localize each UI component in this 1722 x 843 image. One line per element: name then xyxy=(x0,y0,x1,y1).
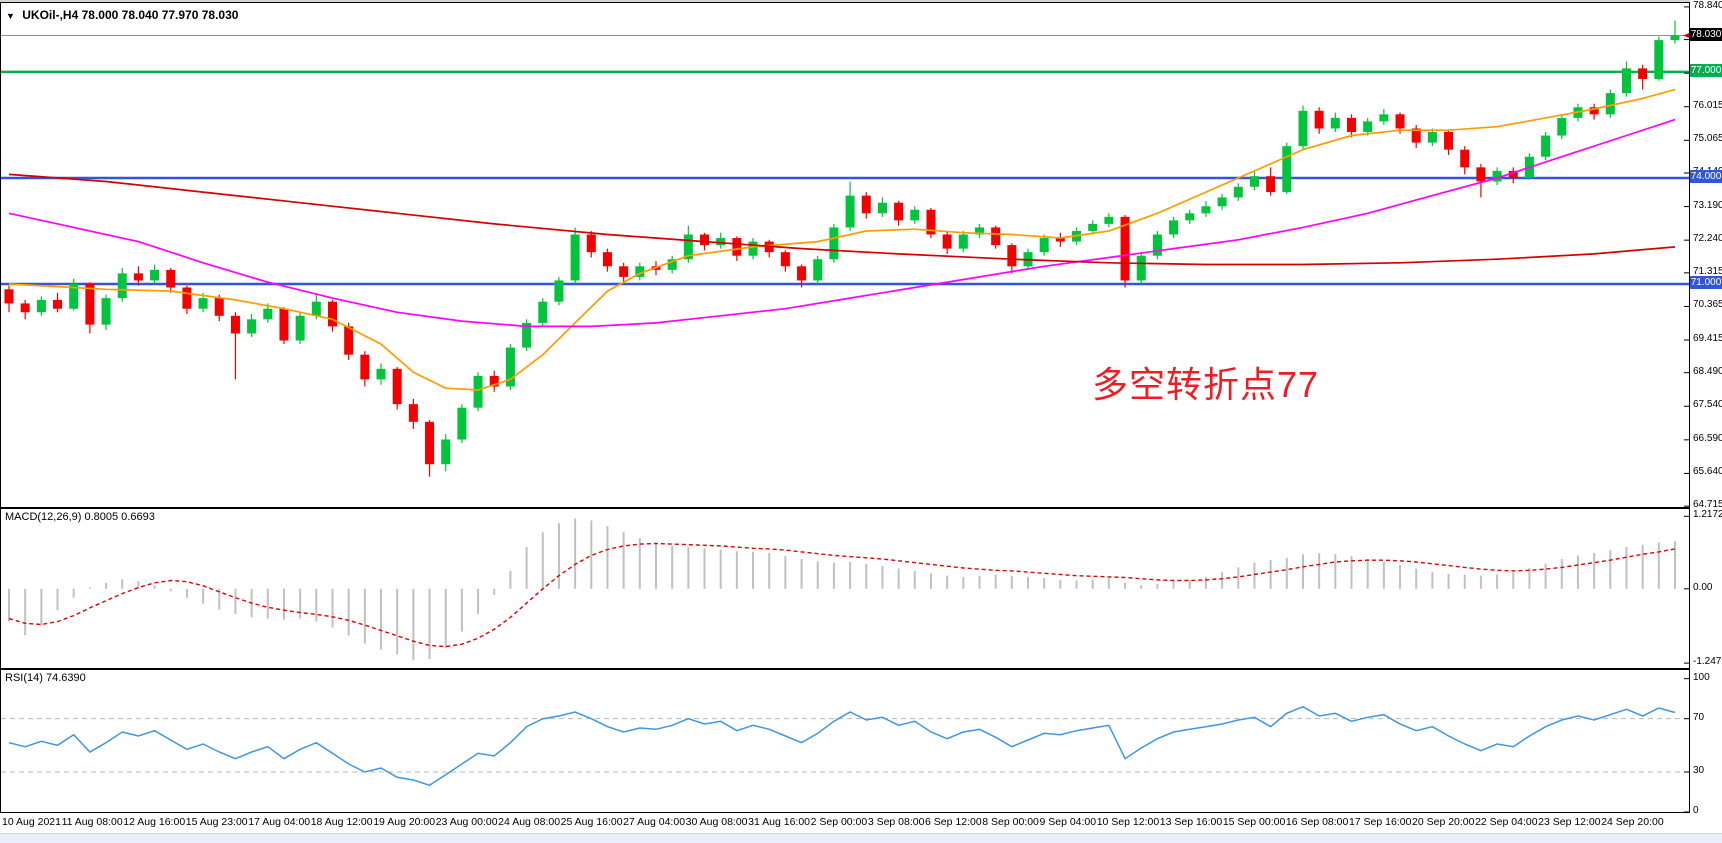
macd-plot[interactable] xyxy=(1,509,1689,668)
time-axis-label: 12 Aug 16:00 xyxy=(123,816,186,828)
chart-annotation-text[interactable]: 多空转折点77 xyxy=(1092,364,1320,405)
time-axis-label: 24 Aug 08:00 xyxy=(498,816,561,828)
main-price-panel[interactable] xyxy=(0,2,1690,508)
time-axis-label: 27 Aug 04:00 xyxy=(623,816,686,828)
symbol-period-label: UKOil-,H4 xyxy=(22,8,79,22)
time-axis-label: 19 Aug 20:00 xyxy=(373,816,436,828)
window-top-edge xyxy=(0,0,1722,2)
time-axis[interactable]: 10 Aug 2021 11 Aug 08:00 12 Aug 16:00 15 Au… xyxy=(0,813,1690,833)
rsi-panel[interactable] xyxy=(0,669,1690,813)
axis-tick-label: 67.540 xyxy=(1693,399,1722,411)
axis-tick-label: 66.590 xyxy=(1693,432,1722,444)
axis-tick-label: 0.00 xyxy=(1693,581,1713,593)
axis-tick-label: 71.315 xyxy=(1693,265,1722,277)
candlestick-plot[interactable] xyxy=(1,3,1689,507)
time-axis-label: 2 Sep 00:00 xyxy=(810,816,868,828)
axis-tick-label: 68.490 xyxy=(1693,365,1722,377)
time-axis-label: 20 Sep 20:00 xyxy=(1412,816,1475,828)
axis-tick-label: 72.240 xyxy=(1693,233,1722,245)
axis-tick-label: 75.065 xyxy=(1693,133,1722,145)
price-marker-box: 74.000 xyxy=(1690,169,1722,183)
time-axis-label: 30 Aug 08:00 xyxy=(685,816,748,828)
price-marker-box: 77.000 xyxy=(1690,63,1722,77)
time-axis-label: 18 Aug 12:00 xyxy=(310,816,373,828)
time-axis-label: 13 Sep 16:00 xyxy=(1159,816,1223,828)
price-marker-box: 71.000 xyxy=(1690,275,1722,289)
axis-tick-label: 70.365 xyxy=(1693,299,1722,311)
time-axis-label: 25 Aug 16:00 xyxy=(560,816,623,828)
axis-tick-label: 78.840 xyxy=(1693,0,1722,11)
time-axis-label: 15 Aug 23:00 xyxy=(185,816,248,828)
time-axis-label: 17 Aug 04:00 xyxy=(248,816,311,828)
axis-tick-label: 76.015 xyxy=(1693,99,1722,111)
dropdown-icon[interactable]: ▼ xyxy=(6,11,15,21)
time-axis-label: 16 Sep 08:00 xyxy=(1285,816,1349,828)
price-scale-gutter[interactable]: 78.84077.91576.96576.01575.06574.14073.1… xyxy=(1690,0,1722,842)
axis-tick-label: 30 xyxy=(1693,765,1705,776)
axis-tick-label: 70 xyxy=(1693,711,1705,723)
axis-tick-label: 64.715 xyxy=(1693,499,1722,511)
window-bottom-edge xyxy=(0,833,1722,843)
ohlc-values: 78.000 78.040 77.970 78.030 xyxy=(81,8,239,22)
price-marker-box: 78.030 xyxy=(1690,27,1722,41)
axis-tick-label: 0 xyxy=(1693,805,1699,816)
time-axis-label: 6 Sep 12:00 xyxy=(925,816,982,828)
macd-panel[interactable] xyxy=(0,508,1690,669)
time-axis-label: 9 Sep 04:00 xyxy=(1039,816,1097,828)
time-axis-label: 23 Sep 12:00 xyxy=(1538,816,1601,828)
time-axis-label: 10 Aug 2021 xyxy=(2,816,61,828)
axis-tick-label: -1.2479 xyxy=(1693,656,1722,668)
rsi-plot[interactable] xyxy=(1,670,1689,812)
time-axis-label: 24 Sep 20:00 xyxy=(1601,816,1664,828)
axis-tick-label: 65.640 xyxy=(1693,466,1722,478)
time-axis-label: 3 Sep 08:00 xyxy=(867,816,925,828)
time-axis-label: 11 Aug 08:00 xyxy=(61,816,123,828)
macd-indicator-label: MACD(12,26,9) 0.8005 0.6693 xyxy=(5,511,155,523)
axis-tick-label: 1.2172 xyxy=(1693,509,1722,521)
time-axis-label: 8 Sep 00:00 xyxy=(982,816,1039,828)
rsi-indicator-label: RSI(14) 74.6390 xyxy=(5,672,86,684)
axis-tick-label: 100 xyxy=(1693,671,1710,683)
time-axis-label: 15 Sep 00:00 xyxy=(1222,816,1286,828)
time-axis-label: 17 Sep 16:00 xyxy=(1348,816,1412,828)
chart-title: ▼ UKOil-,H4 78.000 78.040 77.970 78.030 xyxy=(6,8,238,22)
time-axis-label: 10 Sep 12:00 xyxy=(1096,816,1160,828)
time-axis-label: 23 Aug 00:00 xyxy=(435,816,498,828)
axis-tick-label: 73.190 xyxy=(1693,199,1722,211)
axis-tick-label: 69.415 xyxy=(1693,333,1722,344)
time-axis-label: 22 Sep 04:00 xyxy=(1475,816,1538,828)
time-axis-label: 31 Aug 16:00 xyxy=(748,816,811,828)
